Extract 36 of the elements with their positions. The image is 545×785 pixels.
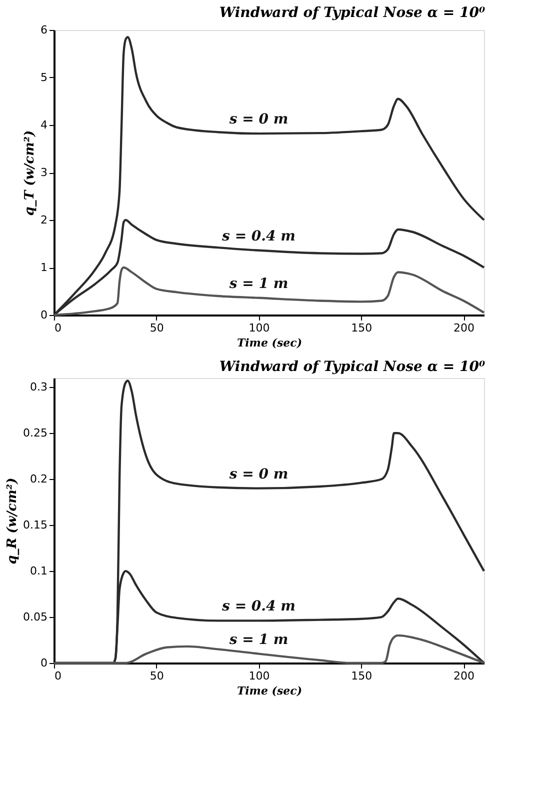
y-axis-title: q_R (w/cm²) bbox=[5, 478, 20, 564]
y-tick-label: 2 bbox=[40, 214, 48, 226]
x-tick-label: 150 bbox=[351, 322, 372, 334]
x-tick-label: 0 bbox=[54, 322, 62, 334]
y-tick-label: 0.2 bbox=[30, 472, 48, 486]
y-tick-label: 4 bbox=[40, 118, 48, 132]
series-label: s = 0.4 m bbox=[222, 598, 296, 615]
x-axis-title: Time (sec) bbox=[236, 684, 302, 698]
y-tick-label: 0.3 bbox=[30, 380, 48, 394]
x-axis-title: Time (sec) bbox=[236, 336, 302, 350]
y-tick-label: 0.15 bbox=[23, 518, 48, 532]
y-tick-label: 0.05 bbox=[23, 610, 48, 624]
x-tick-label: 100 bbox=[248, 322, 270, 334]
x-tick-label: 200 bbox=[454, 670, 475, 682]
y-tick-label: 3 bbox=[40, 166, 48, 179]
chart-title: Windward of Typical Nose α = 10⁰ bbox=[219, 359, 486, 375]
series-label: s = 0 m bbox=[229, 112, 288, 128]
series-label: s = 0.4 m bbox=[222, 228, 296, 244]
x-tick-label: 150 bbox=[351, 670, 372, 682]
y-tick-label: 0 bbox=[40, 308, 48, 322]
y-tick-label: 0.25 bbox=[23, 426, 48, 440]
y-tick-label: 0.1 bbox=[30, 564, 48, 578]
x-tick-label: 200 bbox=[454, 322, 475, 334]
x-tick-label: 100 bbox=[248, 670, 270, 682]
chart-title: Windward of Typical Nose α = 10⁰ bbox=[219, 5, 486, 21]
series-label: s = 0 m bbox=[229, 466, 288, 482]
series-label: s = 1 m bbox=[229, 276, 288, 292]
x-tick-label: 50 bbox=[150, 322, 164, 334]
y-tick-label: 1 bbox=[40, 261, 48, 274]
series-label: s = 1 m bbox=[229, 632, 288, 648]
x-tick-label: 50 bbox=[150, 670, 164, 682]
y-tick-label: 0 bbox=[40, 656, 48, 670]
y-axis-title: q_T (w/cm²) bbox=[22, 130, 38, 216]
y-tick-label: 5 bbox=[40, 71, 48, 84]
y-tick-label: 6 bbox=[40, 24, 48, 36]
x-tick-label: 0 bbox=[54, 670, 62, 682]
